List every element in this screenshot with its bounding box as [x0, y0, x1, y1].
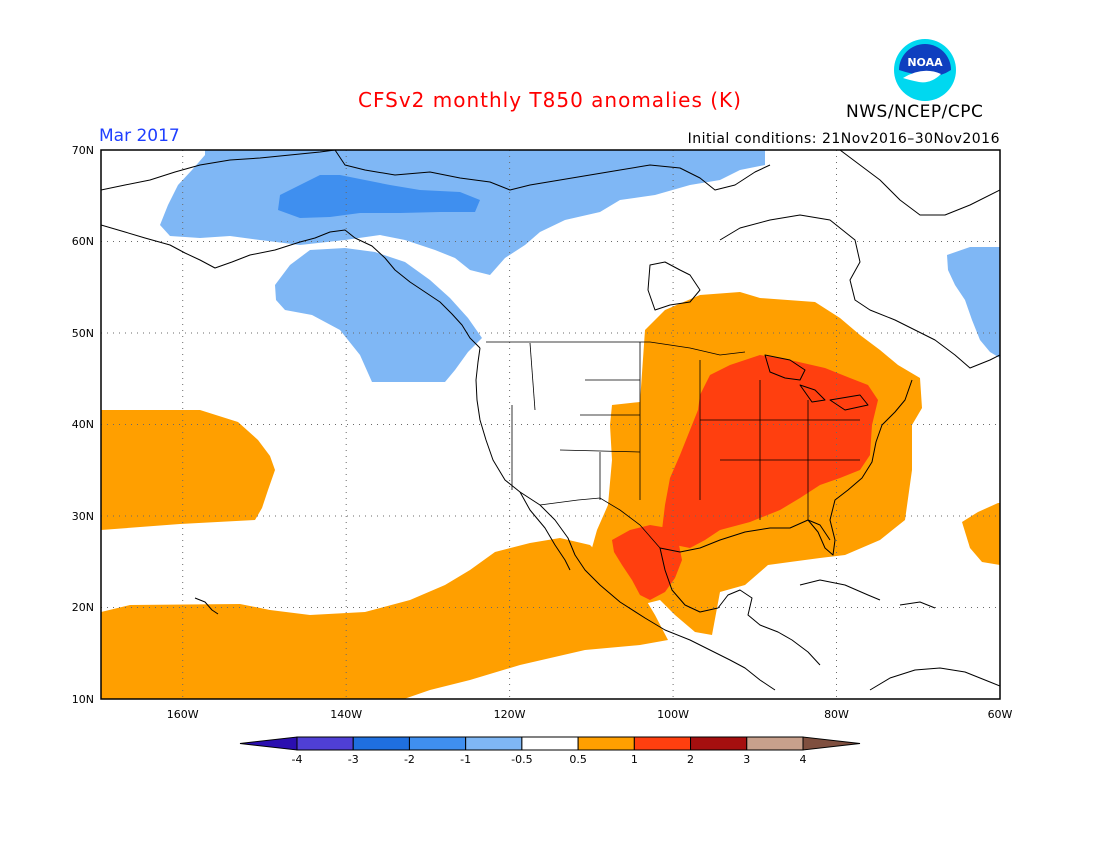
colorbar-box [633, 736, 692, 751]
eastern-us-warm-core-region [662, 355, 878, 548]
lat-label: 40N [72, 418, 94, 431]
central-pacific-warm-region [101, 410, 275, 530]
coastlines [101, 150, 1000, 691]
colorbar-box [746, 736, 804, 751]
colorbar-box [690, 736, 748, 751]
colorbar-label: -1 [460, 753, 471, 766]
colorbar-box [408, 736, 467, 751]
lat-label: 50N [72, 327, 94, 340]
colorbar: -4 -3 -2 -1 -0.5 0.5 1 2 3 4 [239, 736, 861, 766]
colorbar-label: -3 [348, 753, 359, 766]
colorbar-label: 3 [743, 753, 750, 766]
colorbar-label: 1 [631, 753, 638, 766]
colorbar-arrow-high [802, 736, 861, 751]
colorbar-label: 0.5 [569, 753, 587, 766]
noaa-logo-icon: NOAA [894, 39, 956, 101]
colorbar-label: -4 [292, 753, 303, 766]
colorbar-label: 2 [687, 753, 694, 766]
agency-label: NWS/NCEP/CPC [846, 102, 984, 122]
lon-label: 120W [494, 708, 526, 721]
lat-label: 70N [72, 144, 94, 157]
initial-conditions: Initial conditions: 21Nov2016–30Nov2016 [687, 131, 1000, 147]
political-borders [486, 341, 860, 549]
lat-label: 10N [72, 693, 94, 706]
colorbar-box [465, 736, 523, 751]
lon-label: 140W [330, 708, 362, 721]
colorbar-box [352, 736, 410, 751]
north-alaska-coast-cool-region [278, 175, 480, 218]
colorbar-label: -2 [404, 753, 415, 766]
colorbar-label: -0.5 [511, 753, 532, 766]
colorbar-arrow-low [239, 736, 298, 751]
colorbar-box [296, 736, 354, 751]
map-frame [100, 149, 1001, 700]
lat-label: 30N [72, 510, 94, 523]
lon-label: 160W [167, 708, 199, 721]
lat-label: 60N [72, 235, 94, 248]
colorbar-label: 4 [800, 753, 807, 766]
atlantic-warm-region [962, 503, 1000, 565]
colorbar-box [577, 736, 635, 751]
lon-label: 80W [824, 708, 849, 721]
labrador-cool-region [947, 247, 1000, 358]
mexico-warm-core-region [612, 525, 682, 600]
lon-label: 100W [657, 708, 689, 721]
forecast-month: Mar 2017 [99, 126, 180, 146]
british-columbia-cool-region [275, 248, 482, 382]
longitude-labels: 160W 140W 120W 100W 80W 60W [167, 708, 1013, 721]
map-title: CFSv2 monthly T850 anomalies (K) [358, 88, 742, 112]
lon-label: 60W [988, 708, 1013, 721]
latitude-labels: 70N 60N 50N 40N 30N 20N 10N [72, 144, 94, 706]
logo-text: NOAA [907, 56, 943, 69]
lat-label: 20N [72, 601, 94, 614]
tropical-pacific-warm-region [101, 538, 668, 699]
colorbar-box [521, 736, 579, 751]
